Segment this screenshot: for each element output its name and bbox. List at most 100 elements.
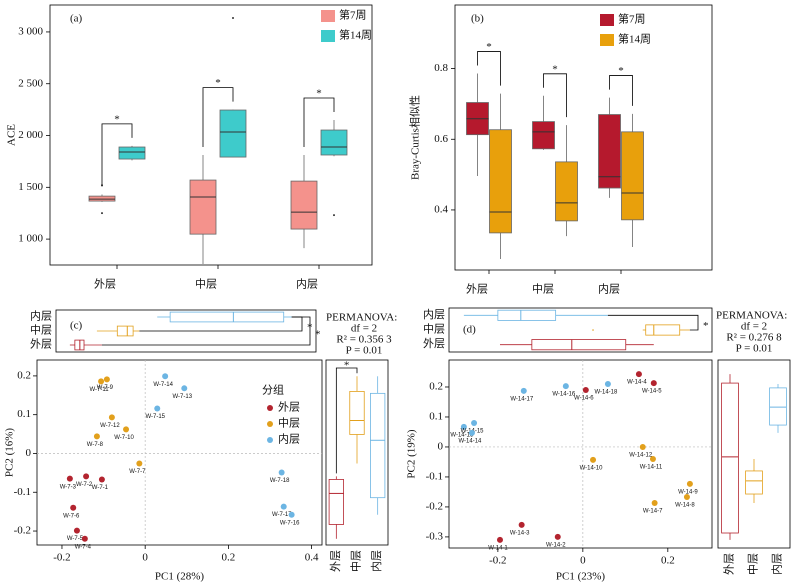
significance-label: *: [316, 88, 322, 100]
point: [639, 443, 646, 450]
point-label: W-7-14: [153, 382, 173, 388]
point-label: W-7-10: [114, 435, 134, 441]
box: [745, 470, 763, 495]
panel-label: (d): [463, 324, 476, 336]
frame: [36, 359, 323, 546]
legend-marker: [267, 421, 273, 427]
box: [531, 339, 627, 351]
permanova-stat: P = 0.01: [736, 343, 773, 355]
point: [650, 380, 657, 387]
x-tick-label: 0.2: [222, 552, 236, 564]
point-label: W-14-7: [643, 509, 663, 515]
x-axis-label: PC1 (28%): [155, 571, 205, 583]
significance-label: *: [315, 329, 321, 341]
point: [554, 533, 561, 540]
point: [154, 405, 161, 412]
permanova-stat: R² = 0.356 3: [336, 334, 392, 346]
frame: [717, 359, 791, 549]
column-label: 内层: [770, 553, 784, 575]
x-axis-label: PC1 (23%): [556, 571, 606, 583]
y-tick-label: 0.8: [434, 62, 448, 74]
point-label: W-7-11: [90, 387, 110, 393]
point-label: W-7-12: [100, 423, 120, 429]
row-label: 外层: [423, 337, 445, 350]
legend-swatch: [600, 34, 614, 46]
point: [468, 429, 475, 436]
point-label: W-14-11: [640, 465, 663, 471]
panel-label: (c): [70, 320, 83, 332]
permanova-stat: R² = 0.276 8: [726, 332, 782, 344]
x-tick-label: -0.2: [53, 552, 70, 564]
point-label: W-14-12: [629, 453, 653, 459]
point-label: W-7-2: [76, 482, 93, 488]
point: [604, 380, 611, 387]
point: [66, 475, 73, 482]
significance-bracket: [101, 316, 311, 346]
box: [497, 309, 557, 321]
point-label: W-14-6: [574, 396, 594, 402]
box: [328, 479, 344, 525]
point: [518, 521, 525, 528]
point-label: W-7-7: [129, 469, 146, 475]
legend-marker: [267, 437, 273, 443]
legend-label: 内层: [278, 432, 300, 446]
point: [70, 504, 77, 511]
row-label: 中层: [423, 323, 445, 336]
y-tick-label: -0.1: [426, 470, 443, 482]
y-tick-label: 0.2: [429, 381, 443, 393]
significance-bracket: [335, 367, 358, 474]
significance-bracket: [101, 123, 133, 187]
point-label: W-14-16: [552, 392, 576, 398]
point-label: W-7-6: [63, 513, 80, 519]
panel-label: (a): [70, 13, 83, 25]
point-label: W-14-1: [488, 545, 508, 551]
permanova-stat: df = 2: [351, 323, 377, 335]
point: [103, 376, 110, 383]
point: [562, 383, 569, 390]
permanova-stat: P = 0.01: [346, 345, 383, 357]
legend-swatch: [321, 10, 335, 22]
point-label: W-7-18: [270, 478, 290, 484]
outlier: [592, 329, 594, 331]
y-tick-label: 2 000: [18, 129, 43, 141]
x-tick-label: 0: [142, 552, 148, 564]
legend-label: 外层: [278, 401, 300, 414]
legend-marker: [267, 405, 273, 411]
y-tick-label: 3 000: [18, 25, 43, 37]
significance-bracket: [303, 97, 335, 147]
legend-label: 第14周: [339, 28, 372, 42]
point: [683, 494, 690, 501]
point: [686, 480, 693, 487]
point-label: W-14-9: [678, 489, 698, 495]
significance-bracket: [202, 87, 234, 147]
point: [471, 419, 478, 426]
box: [88, 195, 116, 202]
frame: [448, 359, 713, 549]
column-label: 中层: [747, 553, 760, 575]
point-label: W-7-3: [60, 484, 77, 490]
box: [169, 311, 285, 323]
y-tick-label: 1 000: [18, 233, 43, 245]
point-label: W-14-5: [642, 389, 662, 395]
significance-bracket: [609, 75, 633, 106]
point: [123, 426, 130, 433]
significance-bracket: [477, 51, 501, 86]
frame: [49, 4, 373, 266]
point: [181, 385, 188, 392]
point: [98, 476, 105, 483]
significance-label: *: [703, 320, 709, 332]
point-label: W-7-4: [75, 544, 92, 550]
box: [532, 121, 555, 150]
point-label: W-14-10: [580, 465, 604, 471]
significance-bracket: [543, 73, 567, 118]
y-tick-label: -0.2: [14, 525, 31, 537]
x-tick-label: -0.2: [489, 555, 506, 567]
point-label: W-7-5: [67, 536, 84, 542]
outlier: [333, 214, 335, 217]
permanova-title: PERMANOVA:: [716, 310, 787, 322]
y-tick-label: 2 500: [18, 77, 43, 89]
y-tick-label: 0.1: [17, 408, 31, 420]
point-label: W-14-17: [510, 396, 534, 402]
significance-label: *: [114, 113, 120, 125]
